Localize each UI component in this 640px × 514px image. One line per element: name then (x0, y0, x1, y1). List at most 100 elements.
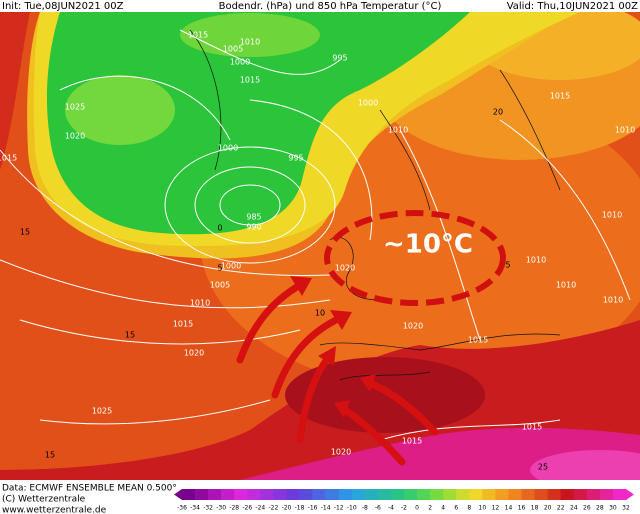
colorbar-tick-label: -24 (255, 505, 265, 512)
colorbar-cell (273, 489, 287, 500)
colorbar-cell (390, 489, 405, 500)
colorbar-tick-label: 24 (570, 505, 578, 512)
isotherm-label: 0 (217, 224, 222, 233)
isobar-label: 1010 (240, 38, 260, 47)
colorbar-cell (208, 489, 222, 500)
colorbar-cell (417, 489, 431, 500)
colorbar-tick-label: -22 (269, 505, 279, 512)
isobar-label: 1010 (556, 281, 576, 290)
colorbar-cell (521, 489, 535, 500)
colorbar-tick-label: 4 (441, 505, 445, 512)
colorbar-cell (469, 489, 483, 500)
colorbar-cell (351, 489, 366, 500)
isobar-label: 1020 (65, 132, 85, 141)
isobar-label: 1015 (240, 76, 260, 85)
colorbar-tick-label: 30 (609, 505, 617, 512)
colorbar-cell (443, 489, 457, 500)
isotherm-label: 15 (20, 228, 30, 237)
colorbar-end (626, 489, 634, 500)
colorbar-cell (534, 489, 548, 500)
isobar-label: 1010 (190, 299, 210, 308)
isobar-label: 1010 (388, 126, 408, 135)
init-label: Init: Tue,08JUN2021 00Z (2, 1, 124, 12)
colorbar-cell (182, 489, 196, 500)
map: ~10°C 1015101010051000101599510001025102… (0, 12, 640, 480)
isobar-label: 1015 (468, 336, 488, 345)
footer-data: Data: ECMWF ENSEMBLE MEAN 0.500° (2, 484, 177, 494)
colorbar-end (174, 489, 182, 500)
colorbar-cell (234, 489, 248, 500)
isotherm-label: 10 (315, 309, 325, 318)
colorbar-cell (508, 489, 522, 500)
isotherm-label: 5 (505, 261, 510, 270)
colorbar-cell (338, 489, 353, 500)
isobar-label: 1010 (603, 296, 623, 305)
isobar-label: 1005 (223, 45, 243, 54)
colorbar-tick-label: 32 (622, 505, 630, 512)
isobar-label: 1015 (402, 437, 422, 446)
footer-url: www.wetterzentrale.de (2, 506, 107, 514)
colorbar-cell (364, 489, 379, 500)
colorbar-cell (286, 489, 300, 500)
colorbar-tick-label: 2 (428, 505, 432, 512)
isobar-label: 1020 (184, 349, 204, 358)
colorbar-cell (456, 489, 470, 500)
isotherm-label: 5 (217, 264, 222, 273)
colorbar-tick-label: 0 (415, 505, 419, 512)
isobar-label: 995 (332, 54, 347, 63)
colorbar-cell (573, 489, 588, 500)
colorbar-tick-label: 20 (544, 505, 552, 512)
isobar-label: 1015 (188, 31, 208, 40)
colorbar-cell (482, 489, 496, 500)
colorbar-tick-label: 10 (479, 505, 487, 512)
colorbar-tick-label: 12 (492, 505, 500, 512)
colorbar-tick-label: 14 (505, 505, 513, 512)
valid-label: Valid: Thu,10JUN2021 00Z (507, 1, 638, 12)
highlight-ellipse (324, 210, 506, 306)
colorbar-cell (612, 489, 627, 500)
colorbar-cell (404, 489, 418, 500)
colorbar-cell (260, 489, 274, 500)
colorbar-cell (599, 489, 614, 500)
isobar-label: 1025 (92, 407, 112, 416)
colorbar-tick-label: -34 (190, 505, 200, 512)
isobar-label: 1015 (550, 92, 570, 101)
colorbar-tick-label: 22 (557, 505, 565, 512)
isobar-label: 995 (288, 154, 303, 163)
map-title: Bodendr. (hPa) und 850 hPa Temperatur (°… (219, 1, 442, 12)
isobar-label: 1000 (218, 144, 238, 153)
isotherm-label: 25 (538, 463, 548, 472)
colorbar-tick-label: -36 (177, 505, 187, 512)
colorbar-tick-label: -28 (229, 505, 239, 512)
colorbar-cell (560, 489, 575, 500)
colorbar-cell (547, 489, 562, 500)
colorbar-cell (195, 489, 209, 500)
colorbar-tick-label: -20 (282, 505, 292, 512)
colorbar-tick-label: 26 (583, 505, 591, 512)
footer-copyright: (C) Wetterzentrale (2, 495, 86, 505)
colorbar-tick-label: -2 (401, 505, 407, 512)
colorbar-tick-label: -6 (375, 505, 381, 512)
colorbar-cell (586, 489, 601, 500)
isobar-label: 1015 (173, 320, 193, 329)
colorbar-tick-label: -26 (242, 505, 252, 512)
colorbar-cell (299, 489, 313, 500)
colorbar-cell (377, 489, 392, 500)
colorbar-cell (495, 489, 509, 500)
colorbar-tick-label: -18 (295, 505, 305, 512)
isobar-label: 990 (246, 223, 261, 232)
colorbar-cell (312, 489, 326, 500)
isobar-label: 1005 (210, 281, 230, 290)
colorbar-tick-label: 8 (467, 505, 471, 512)
isobar-label: 1010 (615, 126, 635, 135)
isobar-label: 1020 (403, 322, 423, 331)
arrows (236, 276, 439, 466)
isobar-label: 1020 (335, 264, 355, 273)
isobar-label: 1010 (602, 211, 622, 220)
colorbar-tick-label: -4 (388, 505, 394, 512)
isobar-label: 985 (246, 213, 261, 222)
isobar-label: 1000 (358, 99, 378, 108)
colorbar-tick-label: -8 (362, 505, 368, 512)
colorbar-tick-label: -12 (334, 505, 344, 512)
